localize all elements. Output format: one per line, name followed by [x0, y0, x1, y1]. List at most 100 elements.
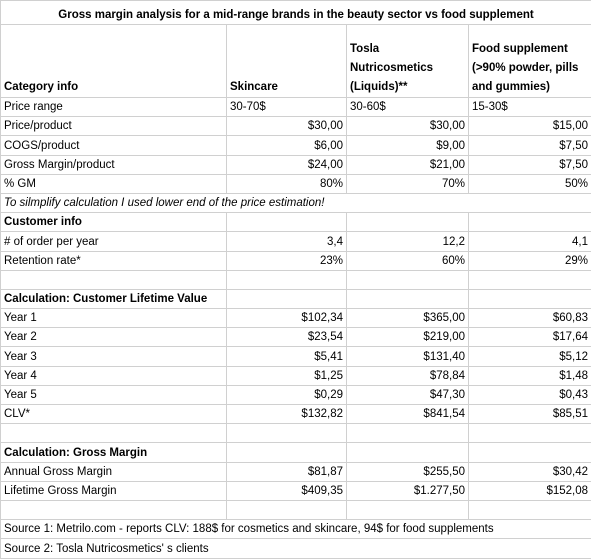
value-cell: $17,64 — [469, 328, 591, 347]
header-cell: Food supplement (>90% powder, pills and … — [469, 25, 591, 98]
value-cell: $30,00 — [347, 117, 469, 136]
empty-cell — [227, 270, 347, 289]
empty-cell — [347, 289, 469, 308]
value-cell: $1,25 — [227, 366, 347, 385]
value-cell: $1,48 — [469, 366, 591, 385]
value-cell: $841,54 — [347, 405, 469, 424]
value-cell: $30,00 — [227, 117, 347, 136]
data-row: Retention rate*23%60%29% — [1, 251, 591, 270]
header-cell: Category info — [1, 25, 227, 98]
blank-row — [1, 500, 591, 519]
data-row: COGS/product$6,00$9,00$7,50 — [1, 136, 591, 155]
empty-cell — [1, 424, 227, 443]
source-row: Source 1: Metrilo.com - reports CLV: 188… — [1, 520, 591, 539]
data-row: Annual Gross Margin$81,87$255,50$30,42 — [1, 462, 591, 481]
source: Source 2: Tosla Nutricosmetics' s client… — [1, 539, 591, 558]
data-row: Price/product$30,00$30,00$15,00 — [1, 117, 591, 136]
source-row: Source 2: Tosla Nutricosmetics' s client… — [1, 539, 591, 558]
header-cell: Skincare — [227, 25, 347, 98]
row-label: Lifetime Gross Margin — [1, 481, 227, 500]
value-cell: $60,83 — [469, 309, 591, 328]
value-cell: 4,1 — [469, 232, 591, 251]
value-cell: $6,00 — [227, 136, 347, 155]
value-cell: $24,00 — [227, 155, 347, 174]
data-row: Lifetime Gross Margin$409,35$1.277,50$15… — [1, 481, 591, 500]
value-cell: $409,35 — [227, 481, 347, 500]
blank-row — [1, 424, 591, 443]
row-label: % GM — [1, 174, 227, 193]
value-cell: $9,00 — [347, 136, 469, 155]
empty-cell — [227, 500, 347, 519]
value-cell: $1.277,50 — [347, 481, 469, 500]
row-label: Price range — [1, 98, 227, 117]
value-cell: $7,50 — [469, 155, 591, 174]
value-cell: 60% — [347, 251, 469, 270]
value-cell: $365,00 — [347, 309, 469, 328]
row-label: Year 4 — [1, 366, 227, 385]
value-cell: $219,00 — [347, 328, 469, 347]
value-cell: $5,41 — [227, 347, 347, 366]
value-cell: $85,51 — [469, 405, 591, 424]
empty-cell — [469, 213, 591, 232]
empty-cell — [469, 443, 591, 462]
value-cell: $7,50 — [469, 136, 591, 155]
section-heading-row: Calculation: Customer Lifetime Value — [1, 289, 591, 308]
value-cell: $0,29 — [227, 385, 347, 404]
section-heading-row: Customer info — [1, 213, 591, 232]
value-cell: 30-60$ — [347, 98, 469, 117]
value-cell: 29% — [469, 251, 591, 270]
value-cell: $152,08 — [469, 481, 591, 500]
empty-cell — [227, 289, 347, 308]
header-cell: Tosla Nutricosmetics (Liquids)** — [347, 25, 469, 98]
value-cell: $78,84 — [347, 366, 469, 385]
value-cell: $23,54 — [227, 328, 347, 347]
row-label: Year 3 — [1, 347, 227, 366]
value-cell: 15-30$ — [469, 98, 591, 117]
value-cell: $0,43 — [469, 385, 591, 404]
empty-cell — [469, 424, 591, 443]
empty-cell — [347, 213, 469, 232]
value-cell: $132,82 — [227, 405, 347, 424]
empty-cell — [1, 500, 227, 519]
value-cell: $5,12 — [469, 347, 591, 366]
row-label: Price/product — [1, 117, 227, 136]
data-row: Year 5$0,29$47,30$0,43 — [1, 385, 591, 404]
value-cell: 23% — [227, 251, 347, 270]
row-label: COGS/product — [1, 136, 227, 155]
value-cell: $30,42 — [469, 462, 591, 481]
row-label: # of order per year — [1, 232, 227, 251]
blank-row — [1, 270, 591, 289]
empty-cell — [469, 289, 591, 308]
value-cell: $21,00 — [347, 155, 469, 174]
empty-cell — [347, 443, 469, 462]
value-cell: 3,4 — [227, 232, 347, 251]
row-label: Gross Margin/product — [1, 155, 227, 174]
note: To silmplify calculation I used lower en… — [1, 193, 591, 212]
row-label: Year 2 — [1, 328, 227, 347]
section-heading: Calculation: Customer Lifetime Value — [1, 289, 227, 308]
value-cell: 30-70$ — [227, 98, 347, 117]
empty-cell — [227, 213, 347, 232]
data-row: Gross Margin/product$24,00$21,00$7,50 — [1, 155, 591, 174]
value-cell: $47,30 — [347, 385, 469, 404]
title: Gross margin analysis for a mid-range br… — [1, 1, 591, 25]
value-cell: $255,50 — [347, 462, 469, 481]
title-row: Gross margin analysis for a mid-range br… — [1, 1, 591, 25]
empty-cell — [227, 443, 347, 462]
data-row: CLV*$132,82$841,54$85,51 — [1, 405, 591, 424]
value-cell: 70% — [347, 174, 469, 193]
data-row: Year 2$23,54$219,00$17,64 — [1, 328, 591, 347]
empty-cell — [469, 500, 591, 519]
value-cell: 12,2 — [347, 232, 469, 251]
value-cell: $102,34 — [227, 309, 347, 328]
row-label: Year 1 — [1, 309, 227, 328]
value-cell: $131,40 — [347, 347, 469, 366]
value-cell: 50% — [469, 174, 591, 193]
value-cell: 80% — [227, 174, 347, 193]
